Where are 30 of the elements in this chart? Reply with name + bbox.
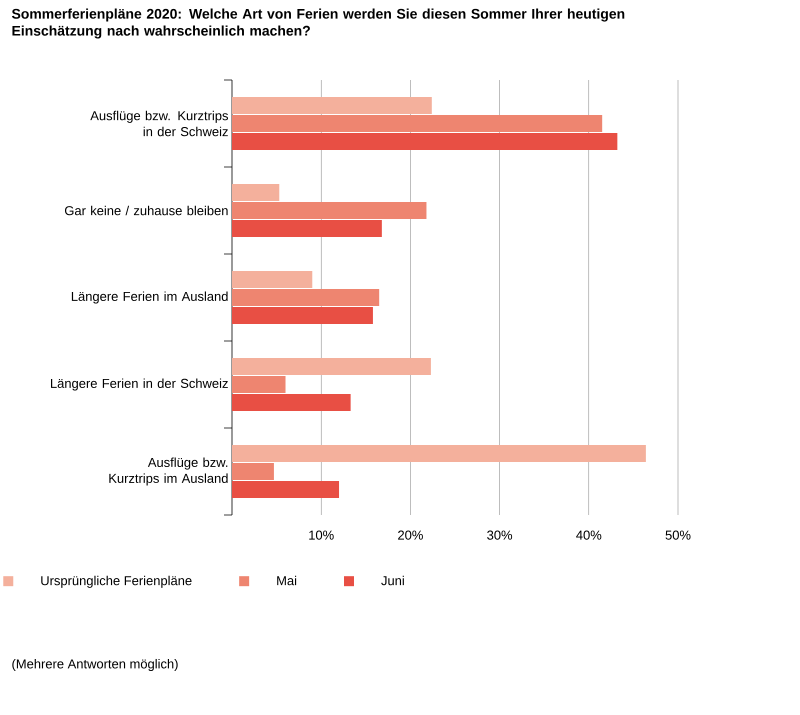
y-tick-label: Längere Ferien in der Schweiz bbox=[51, 378, 228, 391]
bar bbox=[232, 445, 646, 462]
y-tick-label: Gar keine / zuhause bleiben bbox=[64, 206, 228, 216]
bar bbox=[232, 115, 602, 132]
y-tick-label: Ausflüge bzw. Kurztrips im Ausland bbox=[109, 457, 228, 486]
x-tick-label: 10% bbox=[309, 530, 334, 540]
x-tick-label: 30% bbox=[487, 530, 512, 540]
legend-label: Juni bbox=[381, 576, 404, 586]
text: (Mehrere Antworten möglich) bbox=[12, 658, 178, 672]
bar bbox=[232, 271, 312, 288]
bar bbox=[232, 358, 431, 376]
x-tick-label: 50% bbox=[666, 530, 691, 540]
legend-label: Mai bbox=[277, 576, 296, 586]
y-tick-label: Längere Ferien im Ausland bbox=[72, 291, 228, 304]
x-tick-label: 40% bbox=[576, 530, 602, 540]
bar bbox=[232, 481, 340, 498]
bar bbox=[232, 184, 280, 201]
bar bbox=[232, 376, 286, 394]
bar bbox=[232, 307, 373, 324]
bar bbox=[232, 289, 380, 306]
bar bbox=[232, 463, 274, 480]
x-tick-label: 20% bbox=[398, 530, 423, 540]
bar bbox=[232, 220, 382, 237]
bar bbox=[232, 394, 351, 412]
bar bbox=[232, 133, 618, 150]
legend-label: Ursprüngliche Ferienpläne bbox=[41, 576, 192, 588]
chart-title: Sommerferienpläne 2020: Welche Art von Ferien werden Sie diesen Sommer Ihrer heutigen Einschätzung nach wahrscheinlich machen? bbox=[12, 8, 624, 39]
bar bbox=[232, 202, 426, 219]
y-tick-label: Ausflüge bzw. Kurztrips in der Schweiz bbox=[90, 110, 228, 136]
bar bbox=[232, 97, 432, 114]
